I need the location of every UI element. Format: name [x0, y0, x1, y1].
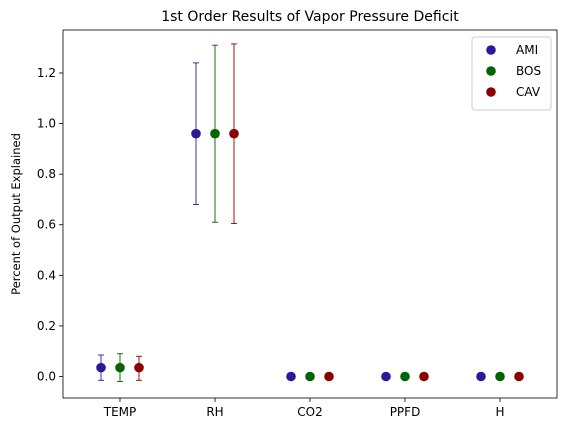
x-tick-label-temp: TEMP	[103, 405, 137, 419]
y-tick-label: 1.0	[37, 117, 56, 131]
data-point-ami	[191, 128, 201, 139]
data-point-bos	[210, 128, 220, 139]
legend-label-cav: CAV	[516, 85, 541, 99]
data-marks	[96, 43, 524, 383]
y-tick-label: 0.2	[37, 319, 56, 333]
x-tick-label-co2: CO2	[297, 405, 322, 419]
legend-label-ami: AMI	[516, 43, 538, 57]
y-axis: 0.0 0.2 0.4 0.6 0.8 1.0 1.2	[37, 66, 63, 384]
data-point-ami	[286, 371, 296, 382]
data-point-cav	[419, 371, 429, 382]
y-tick-label: 0.4	[37, 268, 56, 282]
data-point-bos	[400, 371, 410, 382]
x-tick-label-h: H	[495, 405, 504, 419]
data-point-cav	[134, 362, 144, 373]
data-point-bos	[305, 371, 315, 382]
y-tick-label: 0.6	[37, 218, 56, 232]
data-point-bos	[115, 362, 125, 373]
x-axis: TEMP RH CO2 PPFD H	[103, 398, 505, 419]
y-tick-label: 0.0	[37, 370, 56, 384]
data-point-cav	[229, 128, 239, 139]
x-tick-label-rh: RH	[206, 405, 223, 419]
legend-marker-cav	[486, 87, 496, 97]
legend-label-bos: BOS	[516, 64, 541, 78]
data-point-ami	[476, 371, 486, 382]
y-tick-label: 1.2	[37, 66, 56, 80]
data-point-bos	[495, 371, 505, 382]
legend-marker-ami	[486, 45, 496, 55]
data-point-ami	[381, 371, 391, 382]
y-tick-label: 0.8	[37, 167, 56, 181]
data-point-ami	[96, 362, 106, 373]
series-bos	[115, 44, 505, 383]
chart-title: 1st Order Results of Vapor Pressure Defi…	[161, 9, 459, 25]
series-cav	[134, 43, 524, 382]
data-point-cav	[514, 371, 524, 382]
legend-marker-bos	[486, 66, 496, 76]
data-point-cav	[324, 371, 334, 382]
y-axis-title: Percent of Output Explained	[9, 133, 23, 295]
x-tick-label-ppfd: PPFD	[390, 405, 421, 419]
legend: AMI BOS CAV	[471, 36, 552, 111]
series-ami	[96, 62, 486, 382]
